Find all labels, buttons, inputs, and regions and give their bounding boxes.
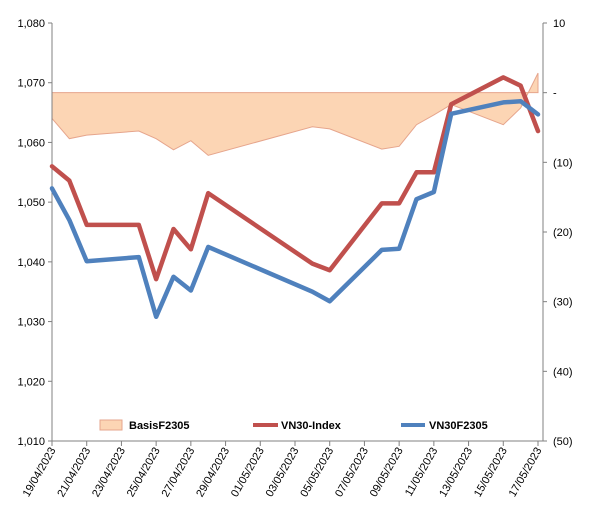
right-tick-label: (50) bbox=[553, 436, 573, 448]
legend-label-vn30f2305: VN30F2305 bbox=[429, 420, 488, 432]
left-tick-label: 1,020 bbox=[17, 376, 45, 388]
left-tick-label: 1,080 bbox=[17, 18, 45, 30]
right-tick-label: (10) bbox=[553, 157, 573, 169]
legend-label-basisf2305: BasisF2305 bbox=[129, 420, 190, 432]
series-line-vn30-index bbox=[49, 75, 541, 282]
series-line-vn30f2305 bbox=[49, 98, 541, 320]
left-axis-ticks: 1,010 1,020 1,030 1,040 1,050 1,060 1,070 1,080 bbox=[17, 18, 52, 448]
legend: BasisF2305 VN30-Index VN30F2305 bbox=[99, 419, 488, 432]
right-axis-ticks: 10 - (10) (20) (30) (40) (50) bbox=[543, 18, 573, 448]
right-tick-label: (20) bbox=[553, 227, 573, 239]
left-tick-label: 1,010 bbox=[17, 436, 45, 448]
right-tick-label: (30) bbox=[553, 297, 573, 309]
right-tick-label: 10 bbox=[553, 18, 565, 30]
left-tick-label: 1,070 bbox=[17, 78, 45, 90]
series-lines bbox=[49, 75, 541, 320]
left-tick-label: 1,030 bbox=[17, 317, 45, 329]
right-tick-label: (40) bbox=[553, 366, 573, 378]
left-tick-label: 1,050 bbox=[17, 197, 45, 209]
legend-label-vn30-index: VN30-Index bbox=[281, 420, 342, 432]
left-tick-label: 1,040 bbox=[17, 257, 45, 269]
left-tick-label: 1,060 bbox=[17, 137, 45, 149]
right-tick-label: - bbox=[553, 88, 557, 100]
legend-swatch-basisf2305 bbox=[99, 419, 123, 431]
basis-area-layer bbox=[51, 72, 539, 156]
